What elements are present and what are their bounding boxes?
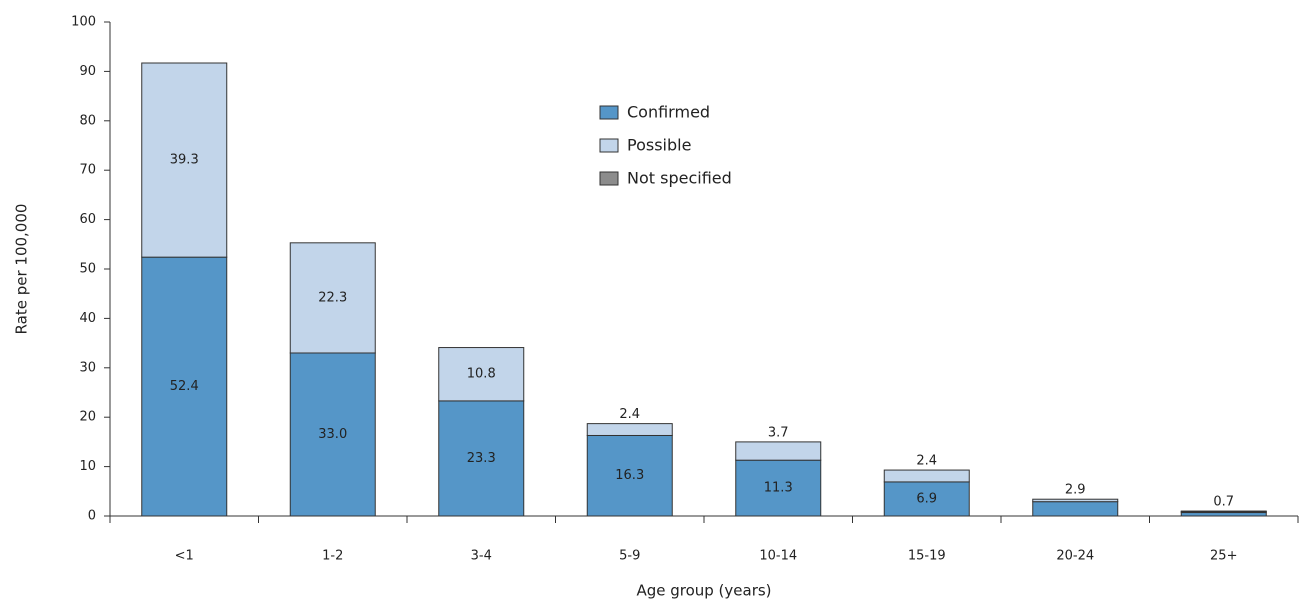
bar-segment [289, 242, 376, 354]
bar-segment [289, 352, 376, 517]
data-label: 23.3 [467, 451, 496, 466]
bar-segment [438, 347, 525, 402]
bar-segment [735, 441, 822, 461]
bar-segment [586, 434, 673, 517]
legend-swatch [599, 138, 619, 153]
bar-segment [1032, 501, 1119, 517]
x-tick-label: 1-2 [322, 549, 343, 564]
y-tick-label: 0 [88, 509, 96, 524]
y-tick-label: 80 [79, 113, 96, 128]
y-tick-label: 90 [79, 64, 96, 79]
data-label: 52.4 [170, 379, 199, 394]
bar-segment [586, 423, 673, 436]
x-tick-label: 15-19 [908, 549, 946, 564]
bar-segment [883, 469, 970, 483]
y-tick-label: 30 [79, 360, 96, 375]
bar-segment [1032, 498, 1119, 503]
legend-label: Not specified [627, 169, 732, 188]
data-label: 33.0 [318, 427, 347, 442]
y-tick-label: 100 [71, 15, 96, 30]
bar-segment [141, 256, 228, 517]
y-tick-label: 50 [79, 262, 96, 277]
data-label: 0.7 [1213, 495, 1234, 510]
legend-swatch [599, 171, 619, 186]
y-tick-label: 10 [79, 459, 96, 474]
x-tick-label: 25+ [1210, 549, 1237, 564]
data-label: 39.3 [170, 153, 199, 168]
legend-label: Possible [627, 136, 691, 155]
bar-segment [883, 481, 970, 517]
legend-swatch [599, 105, 619, 120]
x-tick-label: 5-9 [619, 549, 640, 564]
bar-segment [141, 62, 228, 258]
x-tick-label: 3-4 [471, 549, 492, 564]
bar-segment [438, 400, 525, 517]
y-tick-label: 70 [79, 163, 96, 178]
y-axis-label: Rate per 100,000 [13, 204, 31, 335]
data-label: 2.4 [916, 454, 937, 469]
data-label: 3.7 [768, 425, 789, 440]
data-label: 11.3 [764, 481, 793, 496]
y-tick-label: 60 [79, 212, 96, 227]
bar-segment [1180, 512, 1267, 517]
x-axis-label: Age group (years) [636, 582, 771, 600]
x-tick-label: 10-14 [759, 549, 797, 564]
x-tick-label: 20-24 [1056, 549, 1094, 564]
data-label: 2.4 [619, 407, 640, 422]
data-label: 10.8 [467, 367, 496, 382]
data-label: 2.9 [1065, 483, 1086, 498]
legend-label: Confirmed [627, 103, 710, 122]
data-label: 6.9 [916, 491, 937, 506]
data-label: 22.3 [318, 290, 347, 305]
x-tick-label: <1 [175, 549, 194, 564]
y-tick-label: 20 [79, 410, 96, 425]
y-tick-label: 40 [79, 311, 96, 326]
data-label: 16.3 [615, 468, 644, 483]
